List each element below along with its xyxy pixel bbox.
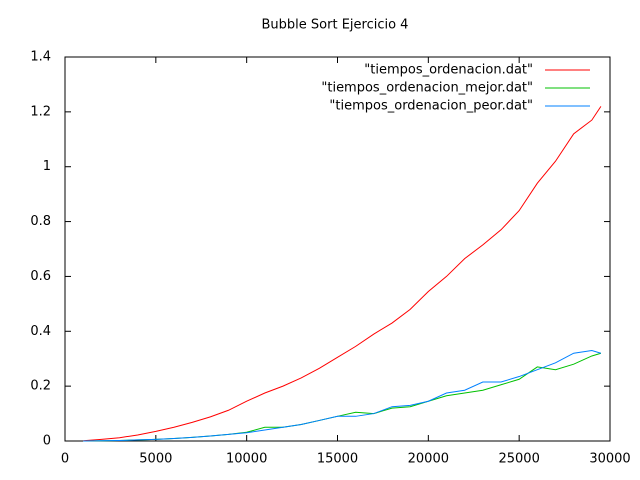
x-tick-label: 0 (61, 452, 69, 467)
y-tick-label: 0 (43, 434, 51, 449)
y-tick-label: 0.2 (30, 379, 51, 394)
x-tick-label: 10000 (226, 452, 267, 467)
data-line (83, 349, 602, 442)
data-line (83, 106, 602, 442)
x-tick-label: 30000 (589, 452, 630, 467)
y-tick-label: 1.4 (30, 50, 51, 65)
x-tick-label: 5000 (139, 452, 172, 467)
y-tick-label: 1.2 (30, 104, 51, 119)
data-line (83, 352, 602, 442)
y-tick-label: 1 (43, 159, 51, 174)
legend-label: "tiempos_ordenacion_peor.dat" (329, 99, 533, 114)
chart-title: Bubble Sort Ejercicio 4 (262, 18, 409, 33)
y-tick-label: 0.4 (30, 324, 51, 339)
x-tick-label: 15000 (317, 452, 358, 467)
legend-label: "tiempos_ordenacion.dat" (364, 63, 533, 78)
x-tick-label: 20000 (408, 452, 449, 467)
x-tick-label: 25000 (498, 452, 539, 467)
plot-frame (64, 56, 611, 442)
y-tick-label: 0.6 (30, 269, 51, 284)
legend-label: "tiempos_ordenacion_mejor.dat" (321, 81, 533, 96)
y-tick-label: 0.8 (30, 214, 51, 229)
